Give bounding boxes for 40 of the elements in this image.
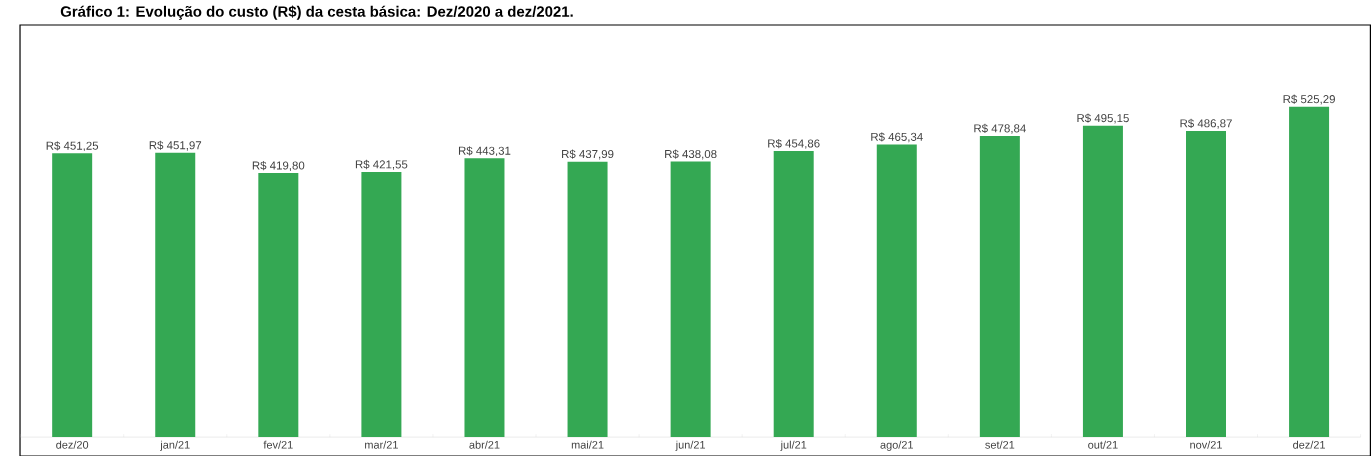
x-tick-label: dez/20 (56, 440, 89, 449)
data-label: R$ 421,55 (355, 159, 408, 170)
x-tick-label: dez/21 (1293, 440, 1325, 449)
x-tick-label: abr/21 (469, 440, 500, 449)
bar (670, 161, 711, 438)
chart-title: Gráfico 1: Evolução do custo (R$) da cesta básica: Dez/2020 a dez/2021. (60, 5, 573, 20)
data-label: R$ 454,86 (768, 138, 820, 149)
data-label: R$ 451,97 (149, 140, 202, 151)
bar (773, 151, 814, 438)
bar (567, 161, 608, 438)
x-tick-label: mai/21 (571, 440, 604, 449)
data-label: R$ 478,84 (974, 123, 1026, 134)
bar (258, 173, 299, 438)
x-tick-label: out/21 (1088, 440, 1118, 449)
x-tick-label: set/21 (985, 440, 1015, 449)
bar (1082, 125, 1123, 438)
x-tick-label: nov/21 (1190, 440, 1222, 449)
bar (876, 144, 917, 438)
x-tick-label: mar/21 (365, 440, 398, 449)
data-label: R$ 443,31 (458, 146, 511, 157)
data-label: R$ 495,15 (1077, 113, 1129, 124)
data-label: R$ 451,25 (46, 141, 99, 152)
bar (979, 135, 1020, 438)
x-tick-label: jan/21 (160, 440, 190, 451)
x-tick-label: fev/21 (263, 440, 293, 449)
bar (464, 158, 505, 438)
data-label: R$ 437,99 (562, 149, 614, 160)
data-label: R$ 419,80 (252, 160, 305, 171)
data-label: R$ 486,87 (1180, 118, 1232, 129)
bar (1186, 130, 1226, 438)
data-label: R$ 438,08 (665, 149, 717, 160)
data-label: R$ 465,34 (871, 132, 923, 143)
x-tick-label: jul/21 (780, 440, 807, 451)
bar (1289, 106, 1330, 438)
bar (155, 152, 196, 438)
data-label: R$ 525,29 (1283, 94, 1335, 105)
x-tick-label: ago/21 (880, 440, 913, 451)
bar (52, 153, 93, 438)
x-tick-label: jun/21 (675, 440, 706, 451)
bar (361, 172, 402, 438)
